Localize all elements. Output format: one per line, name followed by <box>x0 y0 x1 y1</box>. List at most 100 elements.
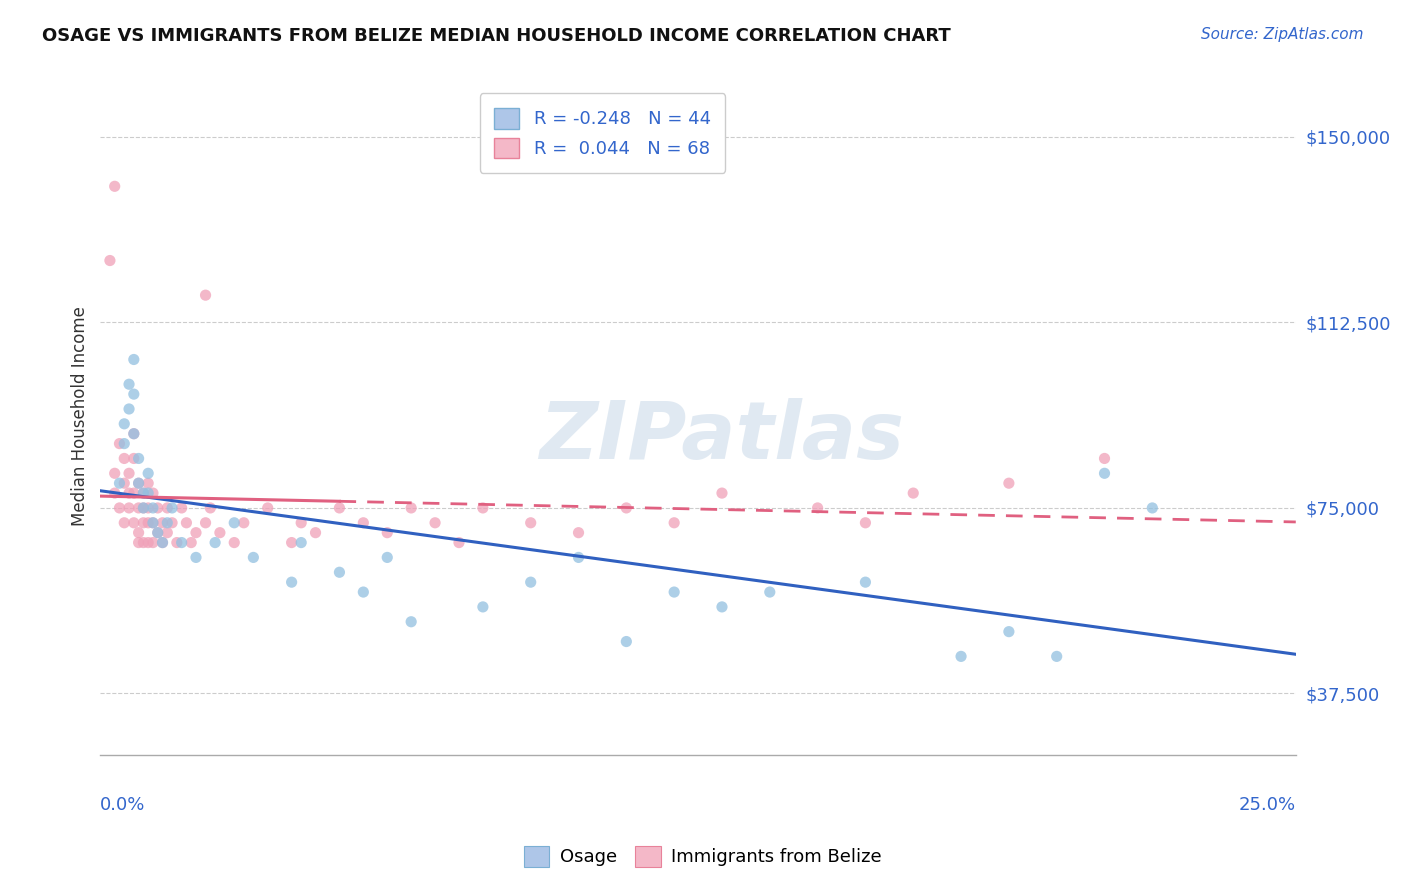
Point <box>280 575 302 590</box>
Point <box>122 486 145 500</box>
Point <box>224 535 246 549</box>
Point <box>128 476 150 491</box>
Point <box>662 585 685 599</box>
Point <box>132 500 155 515</box>
Point <box>108 436 131 450</box>
Point <box>166 535 188 549</box>
Point <box>194 516 217 530</box>
Point <box>118 486 141 500</box>
Point <box>471 500 494 515</box>
Point <box>662 516 685 530</box>
Point <box>122 387 145 401</box>
Point <box>122 426 145 441</box>
Point <box>184 550 207 565</box>
Point <box>471 599 494 614</box>
Point <box>146 525 169 540</box>
Point <box>122 451 145 466</box>
Point <box>759 585 782 599</box>
Point <box>1046 649 1069 664</box>
Legend: R = -0.248   N = 44, R =  0.044   N = 68: R = -0.248 N = 44, R = 0.044 N = 68 <box>479 94 725 173</box>
Point <box>399 500 422 515</box>
Point <box>122 352 145 367</box>
Point <box>104 467 127 481</box>
Text: Source: ZipAtlas.com: Source: ZipAtlas.com <box>1201 27 1364 42</box>
Point <box>128 535 150 549</box>
Point <box>200 500 222 515</box>
Point <box>375 550 398 565</box>
Point <box>208 525 231 540</box>
Point <box>242 550 264 565</box>
Point <box>184 525 207 540</box>
Point <box>519 516 541 530</box>
Point <box>160 500 183 515</box>
Point <box>328 566 350 580</box>
Point <box>998 476 1021 491</box>
Text: 25.0%: 25.0% <box>1239 796 1296 814</box>
Point <box>567 550 589 565</box>
Point <box>352 585 374 599</box>
Point <box>112 476 135 491</box>
Point <box>132 535 155 549</box>
Point <box>112 516 135 530</box>
Point <box>112 451 135 466</box>
Point <box>1142 500 1164 515</box>
Point <box>108 500 131 515</box>
Point <box>128 476 150 491</box>
Point <box>136 467 159 481</box>
Point <box>142 535 165 549</box>
Point <box>180 535 202 549</box>
Legend: Osage, Immigrants from Belize: Osage, Immigrants from Belize <box>517 838 889 874</box>
Point <box>194 288 217 302</box>
Point <box>112 436 135 450</box>
Point <box>807 500 830 515</box>
Point <box>132 516 155 530</box>
Point <box>614 500 637 515</box>
Point <box>280 535 302 549</box>
Point <box>142 500 165 515</box>
Point <box>710 599 733 614</box>
Point <box>136 476 159 491</box>
Point <box>132 486 155 500</box>
Point <box>710 486 733 500</box>
Point <box>136 500 159 515</box>
Point <box>108 476 131 491</box>
Point <box>176 516 198 530</box>
Y-axis label: Median Household Income: Median Household Income <box>72 307 89 526</box>
Point <box>304 525 326 540</box>
Point <box>156 516 179 530</box>
Point <box>156 525 179 540</box>
Point <box>122 426 145 441</box>
Point <box>152 535 174 549</box>
Point <box>375 525 398 540</box>
Point <box>142 516 165 530</box>
Point <box>136 535 159 549</box>
Point <box>352 516 374 530</box>
Point <box>519 575 541 590</box>
Point <box>132 486 155 500</box>
Point <box>146 500 169 515</box>
Point <box>118 377 141 392</box>
Point <box>122 516 145 530</box>
Point <box>118 401 141 416</box>
Point <box>256 500 278 515</box>
Point <box>290 516 312 530</box>
Point <box>160 516 183 530</box>
Point <box>136 516 159 530</box>
Point <box>1094 451 1116 466</box>
Point <box>950 649 973 664</box>
Point <box>567 525 589 540</box>
Point <box>152 516 174 530</box>
Point <box>290 535 312 549</box>
Point <box>146 525 169 540</box>
Point <box>156 500 179 515</box>
Point <box>128 451 150 466</box>
Point <box>328 500 350 515</box>
Point <box>170 535 193 549</box>
Point <box>128 500 150 515</box>
Point <box>132 500 155 515</box>
Point <box>998 624 1021 639</box>
Point <box>98 253 121 268</box>
Point <box>614 634 637 648</box>
Point <box>104 486 127 500</box>
Point <box>128 525 150 540</box>
